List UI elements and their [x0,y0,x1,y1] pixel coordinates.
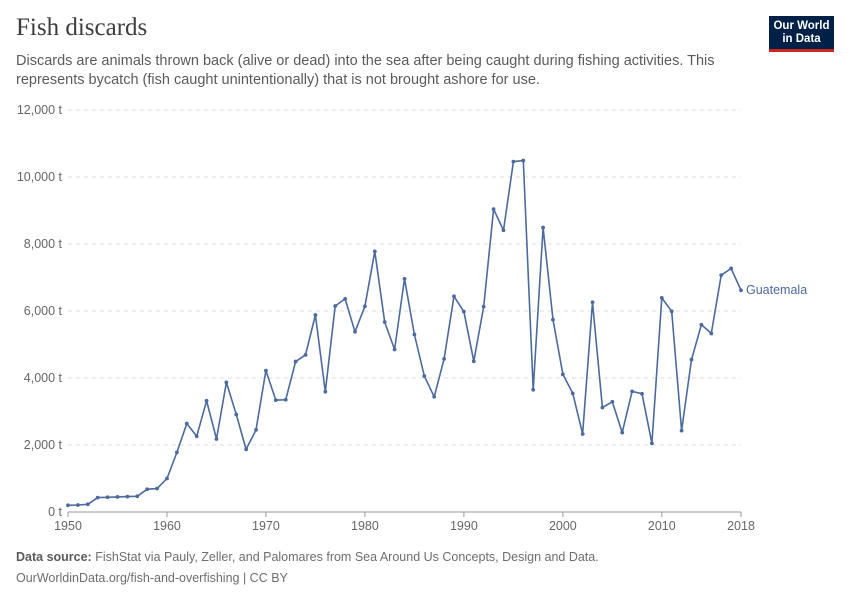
data-point [570,391,575,396]
x-tick-label: 1970 [252,519,280,533]
data-point [689,357,694,362]
data-point [343,297,348,301]
data-point [739,288,743,293]
series-layer: Guatemala [66,158,807,508]
data-point [491,207,496,212]
data-point [610,399,615,404]
data-point [353,329,357,334]
logo-line-2: in Data [782,33,821,45]
data-point [75,503,80,507]
data-point [95,495,100,500]
data-point [165,476,169,481]
logo-line-1: Our World [773,20,830,32]
data-point [650,441,654,446]
data-point [303,352,308,357]
x-tick-label: 1950 [54,519,82,533]
data-point [699,322,704,327]
data-point [105,495,110,500]
data-point [145,487,150,492]
data-point [679,428,684,433]
data-point [719,273,724,278]
data-point [630,389,635,394]
x-axis: 1950 1960 1970 1980 1990 2000 2010 2018 [54,511,755,533]
data-point [729,266,734,271]
y-axis-tick-labels: 0 t 2,000 t 4,000 t 6,000 t 8,000 t 10,000 t 1… [17,103,63,519]
data-point [402,276,407,281]
data-point [481,304,486,309]
data-point [115,495,120,499]
data-point [372,249,377,254]
footer-url[interactable]: OurWorldinData.org/fish-and-overfishing … [16,571,288,585]
data-point [709,331,714,336]
data-point [392,347,397,352]
data-point [313,313,318,317]
data-point [283,397,288,402]
data-point [442,357,446,361]
data-point [224,380,229,385]
data-source-label: Data source: [16,550,92,564]
data-point [511,159,516,164]
data-point [412,332,417,337]
data-point [273,398,278,403]
y-tick-label: 2,000 t [24,438,63,452]
data-point [214,437,219,441]
data-point [620,430,625,435]
data-point [85,502,90,507]
data-point [501,228,506,233]
y-tick-label: 4,000 t [24,371,63,385]
data-point [452,294,456,299]
data-point [234,412,239,417]
data-point [174,450,179,455]
x-tick-label: 1980 [351,519,379,533]
series-line [67,159,742,507]
y-tick-label: 10,000 t [17,170,63,184]
data-point [66,503,70,508]
chart-subtitle: Discards are animals thrown back (alive … [16,53,715,88]
data-point [432,394,437,399]
x-tick-label: 2000 [549,519,577,533]
data-point [363,304,367,309]
y-tick-label: 0 t [48,505,62,519]
chart-title: Fish discards [16,14,148,41]
data-point [659,296,664,300]
x-tick-label: 1990 [450,519,478,533]
data-point [293,359,298,364]
data-point [669,309,674,314]
y-tick-label: 12,000 t [17,103,63,117]
y-tick-label: 8,000 t [24,237,63,251]
data-point [155,486,159,491]
data-point [461,309,466,314]
data-point [323,389,328,394]
data-point [521,158,526,163]
y-tick-label: 6,000 t [24,304,63,318]
data-point [541,225,545,230]
data-point [560,372,565,377]
data-point [531,387,536,392]
data-point [600,405,605,410]
data-point [382,320,387,324]
data-point [135,494,140,499]
data-point [551,317,555,322]
data-point [590,300,595,305]
data-point [333,304,338,308]
data-point [125,494,130,499]
x-tick-label: 1960 [153,519,181,533]
data-point [244,447,249,452]
data-point [580,432,585,436]
x-tick-label: 2018 [727,519,755,533]
data-point [264,368,268,373]
owid-logo[interactable]: Our World in Data [769,16,834,52]
data-point [204,398,209,403]
data-source-text: FishStat via Pauly, Zeller, and Palomare… [95,550,599,564]
data-point [471,359,476,364]
data-point [640,391,644,396]
x-tick-label: 2010 [648,519,676,533]
data-point [184,421,189,426]
data-source: Data source: FishStat via Pauly, Zeller,… [16,550,599,564]
data-point [194,434,199,439]
data-point [254,428,258,432]
series-label: Guatemala [746,283,807,297]
data-point [422,374,427,378]
